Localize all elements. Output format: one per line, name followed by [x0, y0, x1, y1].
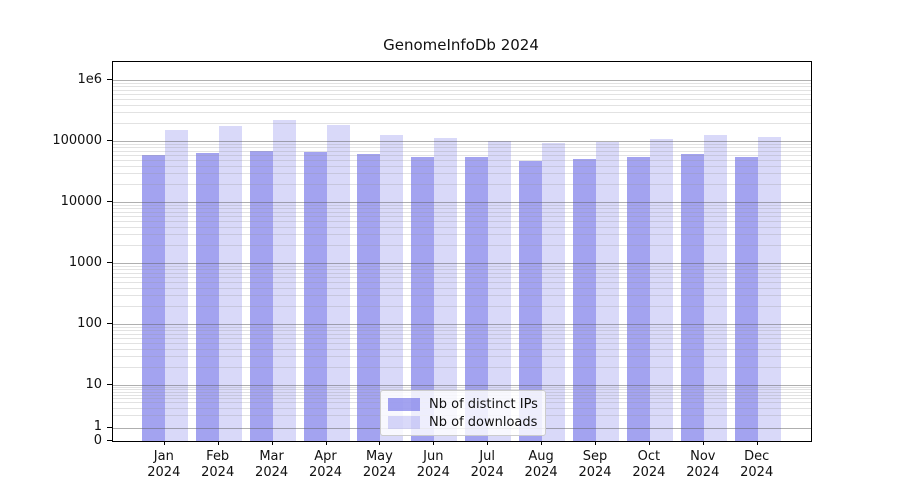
- x-axis-tick-label: May 2024: [362, 449, 396, 480]
- x-axis-tick: [163, 441, 165, 445]
- x-axis-tick: [541, 441, 543, 445]
- bar-distinct-ips: [195, 153, 219, 441]
- x-axis-tick: [702, 441, 704, 445]
- bar-distinct-ips: [303, 152, 327, 441]
- gridline-minor: [113, 83, 811, 85]
- bar-downloads: [326, 125, 350, 441]
- x-axis-tick-label: Feb 2024: [201, 449, 235, 480]
- y-axis-tick-label: 1e6: [77, 71, 102, 87]
- bar-downloads: [757, 137, 781, 441]
- bar-distinct-ips: [573, 158, 596, 441]
- x-axis-tick-label: Jan 2024: [147, 449, 181, 480]
- y-axis-tick-label: 100: [77, 315, 102, 331]
- bar-distinct-ips: [141, 154, 165, 441]
- y-axis-tick-label: 1000: [68, 254, 102, 270]
- y-axis-tick: [107, 201, 112, 203]
- bar-distinct-ips: [519, 160, 543, 441]
- gridline-minor: [113, 98, 811, 100]
- y-axis-tick-label: 1: [93, 419, 102, 435]
- y-axis-tick: [107, 140, 112, 142]
- bar-distinct-ips: [626, 157, 650, 441]
- x-axis-tick: [648, 441, 650, 445]
- bar-downloads: [380, 134, 404, 441]
- gridline-minor: [113, 89, 811, 91]
- legend-swatch-distinct-ips-icon: [388, 397, 420, 411]
- legend-swatch-downloads-icon: [388, 415, 420, 429]
- x-axis-tick-label: Oct 2024: [632, 449, 666, 480]
- bar-distinct-ips: [357, 153, 381, 441]
- bar-downloads: [434, 138, 458, 441]
- y-axis-tick: [107, 384, 112, 386]
- bar-distinct-ips: [249, 150, 273, 441]
- x-axis-tick-label: Jun 2024: [416, 449, 450, 480]
- bar-downloads: [488, 140, 512, 441]
- bar-distinct-ips: [411, 157, 435, 441]
- bar-downloads: [649, 139, 673, 441]
- y-axis-tick: [107, 426, 112, 428]
- x-axis-tick-label: Sep 2024: [578, 449, 612, 480]
- legend-item-distinct-ips: Nb of distinct IPs: [388, 396, 538, 412]
- legend-item-downloads: Nb of downloads: [388, 414, 537, 430]
- gridline-minor: [113, 104, 811, 106]
- gridline-minor: [113, 93, 811, 95]
- x-axis-tick: [379, 441, 381, 445]
- y-axis-tick-label: 10000: [60, 193, 102, 209]
- bar-downloads: [596, 142, 619, 441]
- y-axis-tick-label: 0: [93, 432, 102, 448]
- plot-area: [112, 61, 812, 442]
- y-axis-tick-label: 10: [85, 376, 102, 392]
- x-axis-tick-label: Jul 2024: [470, 449, 504, 480]
- y-axis-tick: [107, 440, 112, 441]
- x-axis-tick: [487, 441, 489, 445]
- legend-label-downloads: Nb of downloads: [429, 414, 538, 430]
- x-axis-tick-label: Aug 2024: [524, 449, 558, 480]
- x-axis-tick-label: Dec 2024: [740, 449, 774, 480]
- y-axis-tick: [107, 323, 112, 325]
- gridline-minor: [113, 86, 811, 88]
- y-axis-tick-label: 100000: [52, 132, 102, 148]
- bar-downloads: [542, 143, 566, 441]
- x-axis-tick-label: Nov 2024: [686, 449, 720, 480]
- x-axis-tick: [217, 441, 219, 445]
- bar-downloads: [272, 119, 296, 441]
- x-axis-tick: [325, 441, 327, 445]
- x-axis-tick: [433, 441, 435, 445]
- gridline-minor: [113, 112, 811, 114]
- gridline-minor: [113, 122, 811, 124]
- x-axis-tick-label: Apr 2024: [308, 449, 343, 480]
- legend-label-distinct-ips: Nb of distinct IPs: [429, 396, 538, 412]
- legend: Nb of distinct IPs Nb of downloads: [380, 390, 546, 436]
- x-axis-tick: [271, 441, 273, 445]
- gridline-major: [113, 80, 811, 82]
- x-axis-tick-label: Mar 2024: [255, 449, 289, 480]
- bar-distinct-ips: [734, 157, 758, 441]
- bar-distinct-ips: [465, 157, 489, 441]
- bar-distinct-ips: [680, 154, 704, 441]
- chart-title: GenomeInfoDb 2024: [383, 36, 539, 54]
- bar-downloads: [164, 129, 188, 441]
- y-axis-tick: [107, 262, 112, 264]
- x-axis-tick: [595, 441, 596, 445]
- x-axis-tick: [756, 441, 758, 445]
- bar-downloads: [218, 125, 242, 441]
- bar-downloads: [703, 135, 727, 441]
- y-axis-tick: [107, 79, 112, 81]
